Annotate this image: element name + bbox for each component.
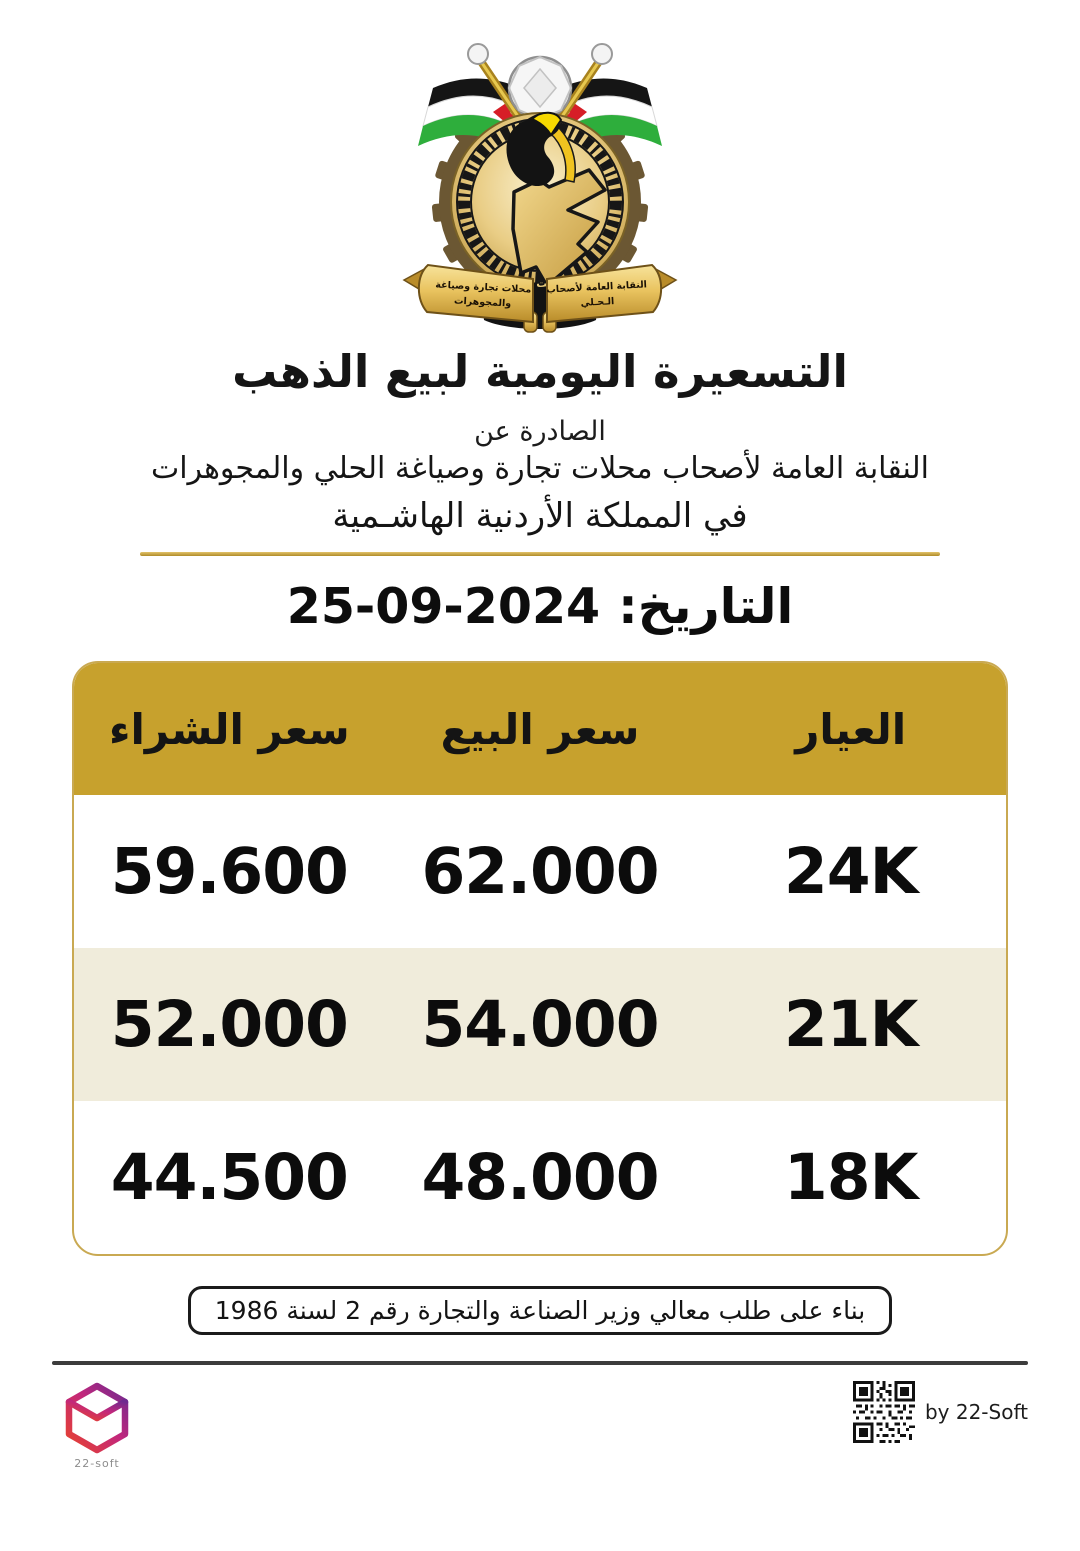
table-row: 21K 54.000 52.000 (74, 948, 1006, 1102)
gold-divider (140, 552, 940, 557)
table-row: 18K 48.000 44.500 (74, 1101, 1006, 1254)
ministerial-note: بناء على طلب معالي وزير الصناعة والتجارة… (187, 1286, 893, 1336)
brand-caption: 22-soft (74, 1457, 120, 1471)
cube-logo-icon (65, 1383, 129, 1454)
syndicate-name-line: النقابة العامة لأصحاب محلات تجارة وصياغة… (150, 451, 930, 487)
jordan-map (511, 168, 607, 288)
ribbon-left-line1: محلات تجارة وصياغة (435, 280, 532, 296)
sell-price-cell: 62.000 (421, 835, 659, 909)
syndicate-logo: تأسست 1972 النقابة العامة لأصحاب الـحـلي… (384, 24, 696, 338)
footer-divider (52, 1361, 1028, 1366)
date-value: 25-09-2024 (286, 578, 601, 636)
buy-price-cell: 44.500 (110, 1141, 349, 1215)
price-table: العيار سعر البيع سعر الشراء 24K 62.000 5… (72, 661, 1008, 1257)
sell-price-cell: 54.000 (421, 988, 659, 1062)
gold-price-poster: تأسست 1972 النقابة العامة لأصحاب الـحـلي… (0, 24, 1080, 1551)
ribbon-right-line1: النقابة العامة لأصحاب (546, 278, 647, 295)
diamond-icon (507, 55, 573, 121)
buy-price-cell: 59.600 (110, 835, 349, 909)
country-line: في المملكة الأردنية الهاشـمية (332, 496, 748, 537)
price-table-header: العيار سعر البيع سعر الشراء (74, 663, 1006, 796)
date-line: التاريخ: 25-09-2024 (0, 578, 1080, 635)
page-title: التسعيرة اليومية لبيع الذهب (232, 345, 848, 398)
qr-code-icon (852, 1381, 915, 1444)
buy-price-cell: 52.000 (110, 988, 349, 1062)
crucible-icon (506, 111, 576, 187)
sell-price-cell: 48.000 (421, 1141, 659, 1215)
column-buy-price: سعر الشراء (109, 704, 350, 754)
ribbon-right-line2: الـحـلي (580, 296, 614, 309)
ribbon-banner: النقابة العامة لأصحاب الـحـلي محلات تجار… (402, 263, 678, 333)
column-sell-price: سعر البيع (440, 704, 640, 754)
syndicate-emblem-icon: تأسست 1972 النقابة العامة لأصحاب الـحـلي… (402, 43, 678, 333)
table-row: 24K 62.000 59.600 (74, 795, 1006, 948)
ribbon-left-line2: والمجوهرات (454, 295, 512, 309)
karat-cell: 24K (783, 835, 918, 909)
issued-by-line: الصادرة عن (474, 416, 606, 448)
karat-cell: 21K (783, 988, 918, 1062)
date-label: التاريخ: (618, 578, 794, 636)
credit-block: by 22-Soft (852, 1381, 1028, 1444)
credit-text: by 22-Soft (924, 1400, 1028, 1425)
karat-cell: 18K (783, 1141, 918, 1215)
brand-block: 22-soft (52, 1381, 142, 1470)
footer: 22-soft by 22-Soft (52, 1381, 1028, 1470)
column-karat: العيار (795, 704, 907, 754)
